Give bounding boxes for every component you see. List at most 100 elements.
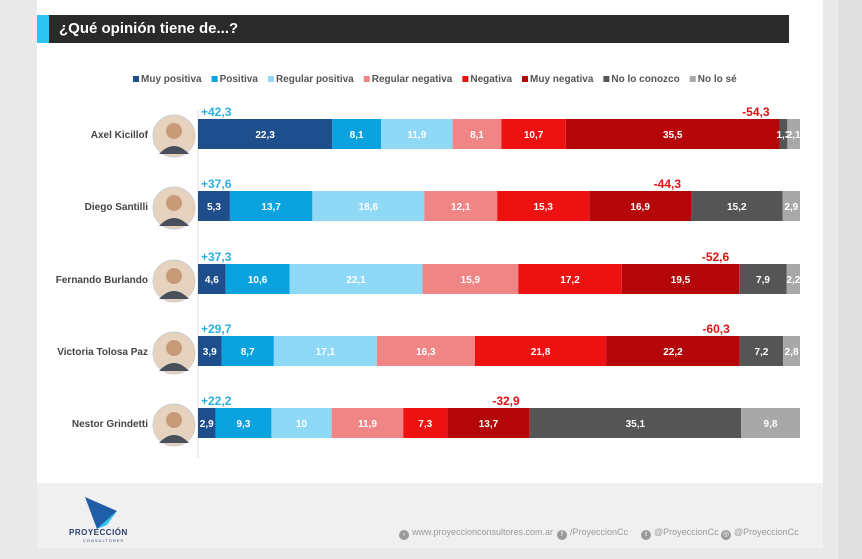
bar-segment	[376, 336, 475, 366]
instagram-text: @ProyeccionCc	[734, 527, 799, 537]
bar-value-label: 9,3	[236, 419, 250, 430]
bar-value-label: 9,8	[764, 419, 778, 430]
bar-value-label: 8,1	[470, 130, 484, 141]
positive-total: +22,2	[201, 394, 232, 408]
candidate-avatar	[152, 403, 196, 447]
facebook-link[interactable]: f/ProyeccionCc	[557, 527, 628, 540]
instagram-link[interactable]: ◎ @ProyeccionCc	[721, 527, 799, 540]
page-edge	[838, 0, 862, 559]
title-bar: ¿Qué opinión tiene de...?	[37, 15, 789, 43]
negative-total: -32,9	[492, 394, 520, 408]
website-text: www.proyeccionconsultores.com.ar	[412, 527, 554, 537]
bar-segment	[332, 119, 382, 149]
negative-total: -60,3	[702, 322, 730, 336]
bar-segment	[691, 191, 783, 221]
legend-swatch	[462, 76, 469, 82]
bar-value-label: 13,7	[261, 202, 281, 213]
candidate-name: Axel Kicillof	[91, 130, 149, 141]
bar-segment	[787, 119, 800, 149]
negative-total: -54,3	[742, 105, 770, 119]
legend-swatch	[133, 76, 139, 82]
bar-segment	[589, 191, 692, 221]
bar-value-label: 4,6	[205, 275, 219, 286]
negative-total: -44,3	[654, 177, 682, 191]
bar-value-label: 1,3	[776, 130, 790, 141]
legend-label: Muy negativa	[530, 74, 594, 85]
bar-value-label: 12,1	[451, 202, 471, 213]
bar-segment	[198, 408, 216, 438]
positive-total: +42,3	[201, 105, 232, 119]
proyeccion-logo-icon	[85, 497, 117, 529]
bar-segment	[565, 119, 780, 149]
candidate-name: Fernando Burlando	[56, 275, 148, 286]
bar-value-label: 3,9	[203, 347, 217, 358]
legend-swatch	[267, 76, 274, 82]
bar-value-label: 7,9	[756, 275, 770, 286]
candidate-name: Nestor Grindetti	[72, 419, 148, 430]
candidate-name: Diego Santilli	[85, 202, 149, 213]
bar-segment	[312, 191, 425, 221]
website-link[interactable]: › www.proyeccionconsultores.com.ar	[399, 527, 553, 540]
legend-swatch	[522, 76, 529, 82]
footer: PROYECCIÓN CONSULTORES › www.proyeccionco…	[37, 483, 823, 548]
legend-label: Regular negativa	[372, 74, 453, 85]
brand-subtitle: CONSULTORES	[83, 538, 125, 543]
bar-segment	[198, 336, 222, 366]
bar-value-label: 10	[296, 419, 308, 430]
bar-value-label: 11,9	[407, 130, 426, 141]
bar-value-label: 16,9	[630, 202, 650, 213]
bar-segment	[783, 336, 800, 366]
legend-swatch	[211, 76, 218, 82]
facebook-icon: f	[557, 530, 567, 540]
bar-value-label: 10,7	[524, 130, 544, 141]
bar-value-label: 10,6	[248, 275, 268, 286]
bar-value-label: 21,8	[531, 347, 551, 358]
bar-value-label: 19,5	[671, 275, 691, 286]
legend-swatch	[689, 76, 696, 82]
bar-value-label: 8,1	[350, 130, 364, 141]
bar-value-label: 35,1	[626, 419, 646, 430]
bar-value-label: 17,1	[316, 347, 336, 358]
bar-segment	[497, 191, 590, 221]
candidate-avatar	[152, 259, 196, 303]
bar-segment	[501, 119, 566, 149]
bar-segment	[198, 264, 226, 294]
bar-value-label: 13,7	[479, 419, 499, 430]
web-icon: ›	[399, 530, 409, 540]
bar-value-label: 8,7	[241, 347, 255, 358]
bar-segment	[381, 119, 453, 149]
bar-value-label: 2,1	[787, 130, 801, 141]
bar-value-label: 2,8	[785, 347, 799, 358]
twitter-link[interactable]: t @ProyeccionCc	[641, 527, 719, 540]
bar-segment	[452, 119, 502, 149]
bar-value-label: 35,5	[663, 130, 683, 141]
bar-segment	[779, 119, 788, 149]
opinion-chart: Muy positiva Positiva Regular positiva Regu…	[56, 74, 801, 458]
bar-segment	[403, 408, 448, 438]
bar-segment	[474, 336, 607, 366]
bar-value-label: 15,2	[727, 202, 747, 213]
bar-value-label: 2,2	[786, 275, 800, 286]
bar-segment	[786, 264, 800, 294]
brand-name: PROYECCIÓN	[69, 528, 128, 537]
bar-segment	[225, 264, 290, 294]
bar-value-label: 15,9	[461, 275, 481, 286]
bar-segment	[198, 191, 230, 221]
bar-segment	[215, 408, 272, 438]
bar-segment	[198, 119, 333, 149]
slide-card: ¿Qué opinión tiene de...? Muy positiva Po…	[37, 0, 823, 548]
legend-label: No lo sé	[698, 74, 737, 85]
bar-value-label: 2,9	[784, 202, 798, 213]
bar-segment	[741, 408, 800, 438]
legend-label: Regular positiva	[276, 74, 354, 85]
bar-segment	[221, 336, 274, 366]
bar-segment	[518, 264, 622, 294]
bar-segment	[606, 336, 740, 366]
chart-title: ¿Qué opinión tiene de...?	[59, 20, 239, 37]
negative-total: -52,6	[702, 250, 730, 264]
candidate-avatar	[152, 331, 196, 375]
bar-segment	[331, 408, 404, 438]
instagram-icon: ◎	[721, 530, 731, 540]
bar-value-label: 16,3	[416, 347, 436, 358]
positive-total: +37,3	[201, 250, 232, 264]
